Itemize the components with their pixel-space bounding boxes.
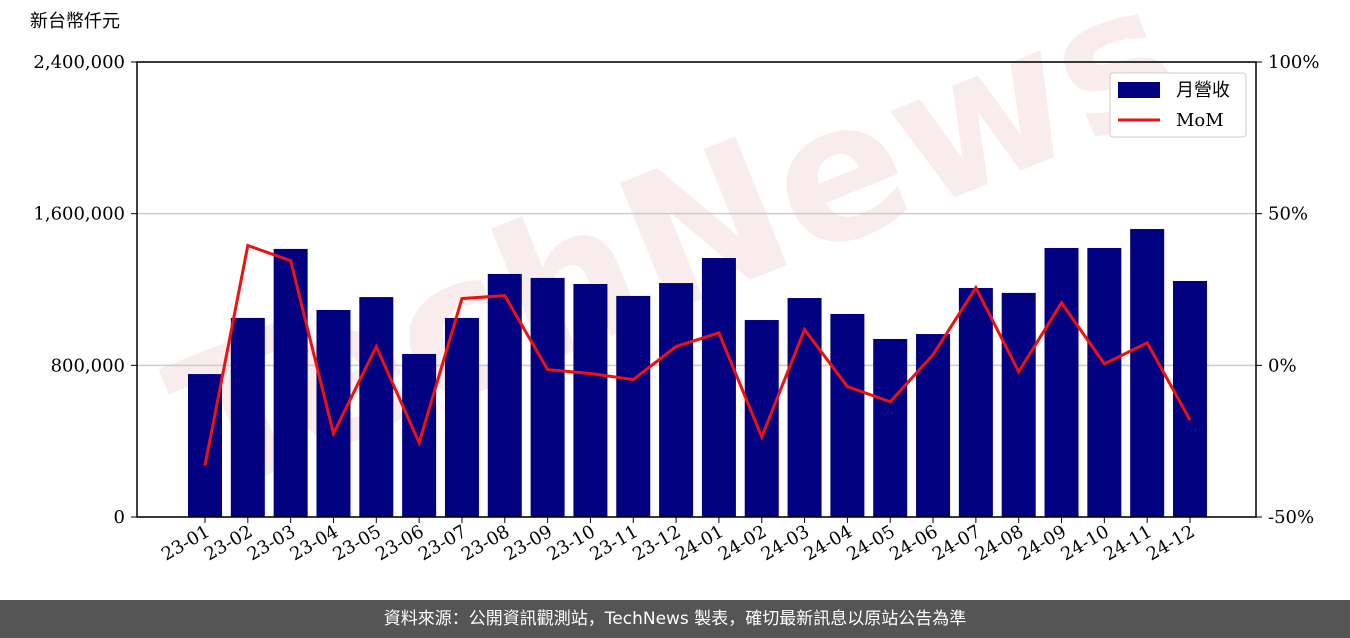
y-tick-label: 800,000: [51, 355, 125, 376]
bar: [701, 258, 736, 517]
x-tick-label: 24-10: [1057, 521, 1112, 565]
legend-swatch: [1118, 82, 1160, 98]
y2-tick-label: -50%: [1268, 507, 1314, 528]
y2-tick-label: 50%: [1268, 204, 1308, 225]
bar: [787, 298, 822, 517]
bar: [1001, 292, 1036, 517]
bar: [573, 284, 608, 517]
x-tick-label: 23-07: [415, 521, 470, 565]
x-tick-label: 24-01: [672, 521, 727, 565]
plot-frame: [136, 61, 1257, 518]
x-tick-label: 24-09: [1015, 521, 1070, 565]
x-tick-label: 23-06: [372, 521, 427, 565]
x-tick-label: 24-11: [1100, 521, 1155, 565]
y-tick-label: 2,400,000: [33, 52, 125, 73]
bar: [530, 277, 565, 517]
footer: 資料來源：公開資訊觀測站，TechNews 製表，確切最新訊息以原站公告為準: [0, 600, 1350, 638]
bar: [873, 338, 908, 517]
x-tick-label: 23-04: [287, 521, 342, 565]
bar: [359, 297, 394, 517]
x-tick-label: 23-01: [158, 521, 213, 565]
bar: [916, 334, 951, 517]
bar: [1130, 229, 1165, 517]
x-tick-label: 24-07: [929, 521, 984, 565]
x-tick-label: 24-06: [886, 521, 941, 565]
y2-tick-label: 0%: [1268, 355, 1297, 376]
bar: [616, 295, 651, 517]
x-tick-label: 23-12: [629, 521, 684, 565]
x-tick-label: 24-02: [715, 521, 770, 565]
line: [203, 243, 1192, 466]
y2-tick-label: 100%: [1268, 52, 1319, 73]
x-tick-label: 23-11: [586, 521, 641, 565]
legend-label: 月營收: [1176, 80, 1230, 101]
x-tick-label: 24-05: [843, 521, 898, 565]
x-tick-label: 23-08: [458, 521, 513, 565]
bar: [830, 313, 865, 517]
bar: [659, 283, 694, 517]
bar: [1087, 247, 1122, 517]
chart: 新台幣仟元 TechNews0800,0001,600,0002,400,000…: [30, 0, 1319, 565]
y-axis-label: 新台幣仟元: [30, 11, 120, 32]
bar: [744, 320, 779, 517]
x-tick-label: 24-04: [800, 521, 855, 565]
x-tick-label: 23-05: [329, 521, 384, 565]
bar: [487, 273, 522, 517]
bar: [273, 248, 308, 517]
y-tick-label: 1,600,000: [33, 204, 125, 225]
x-tick-label: 23-10: [543, 521, 598, 565]
x-tick-label: 23-09: [501, 521, 556, 565]
bar: [402, 353, 437, 517]
x-tick-label: 24-12: [1143, 521, 1198, 565]
y-tick-label: 0: [114, 507, 125, 528]
bar: [188, 374, 222, 517]
bar: [230, 317, 265, 517]
bar: [444, 317, 479, 517]
x-tick-label: 24-03: [758, 521, 813, 565]
x-tick-label: 24-08: [972, 521, 1027, 565]
bar: [316, 309, 351, 517]
bar: [1044, 247, 1079, 517]
bar: [958, 287, 993, 517]
legend-label: MoM: [1176, 110, 1224, 131]
